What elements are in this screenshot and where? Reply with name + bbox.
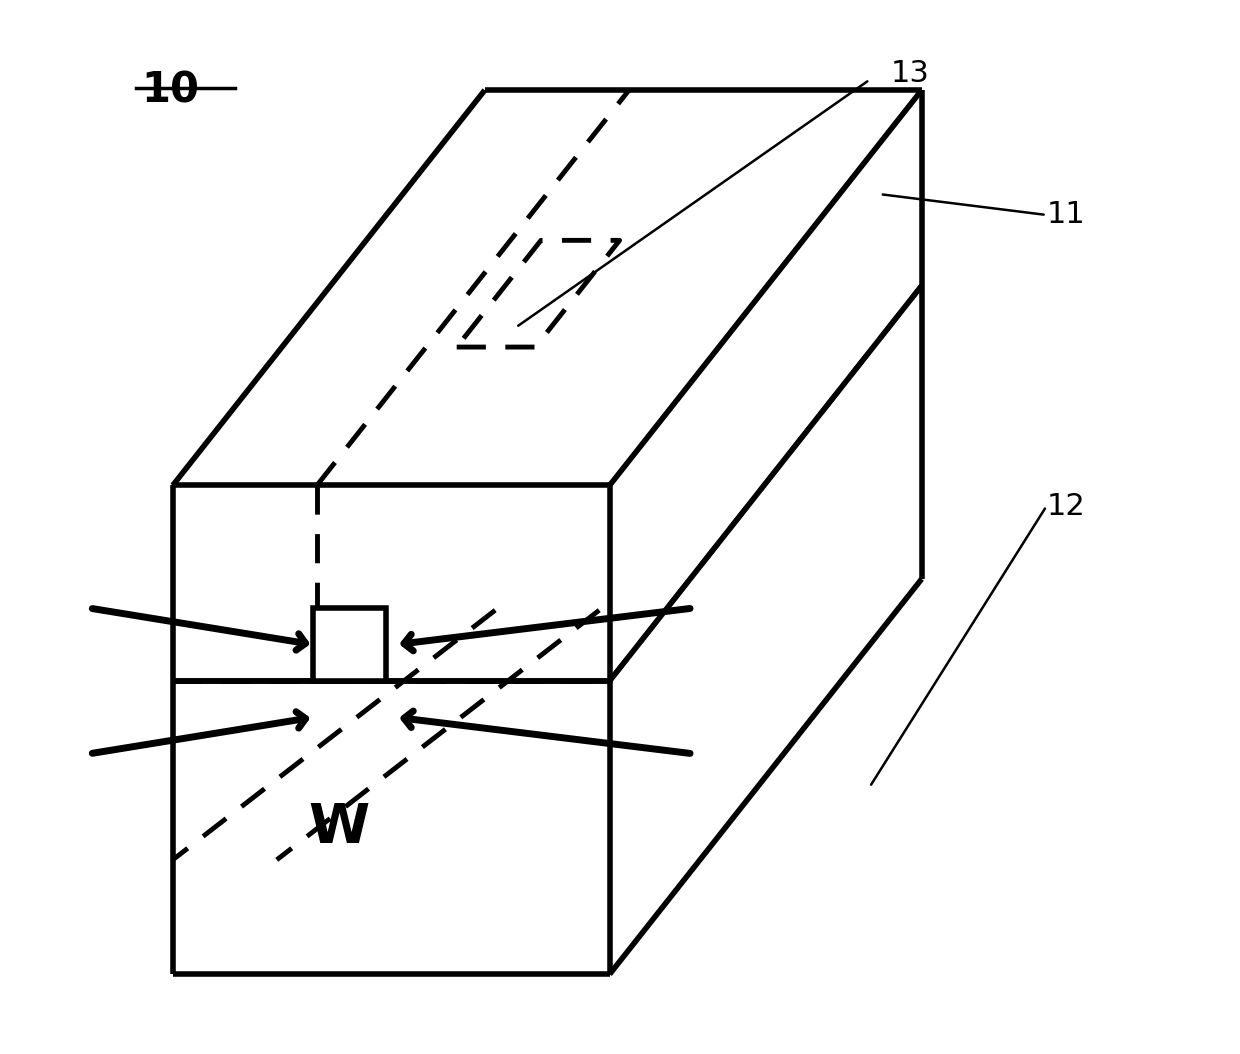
Text: 12: 12 bbox=[1047, 492, 1085, 521]
Bar bbox=[314, 608, 386, 681]
Text: 13: 13 bbox=[890, 59, 929, 87]
Text: 11: 11 bbox=[1047, 200, 1085, 230]
Text: 10: 10 bbox=[141, 70, 200, 112]
Text: W: W bbox=[309, 801, 370, 855]
